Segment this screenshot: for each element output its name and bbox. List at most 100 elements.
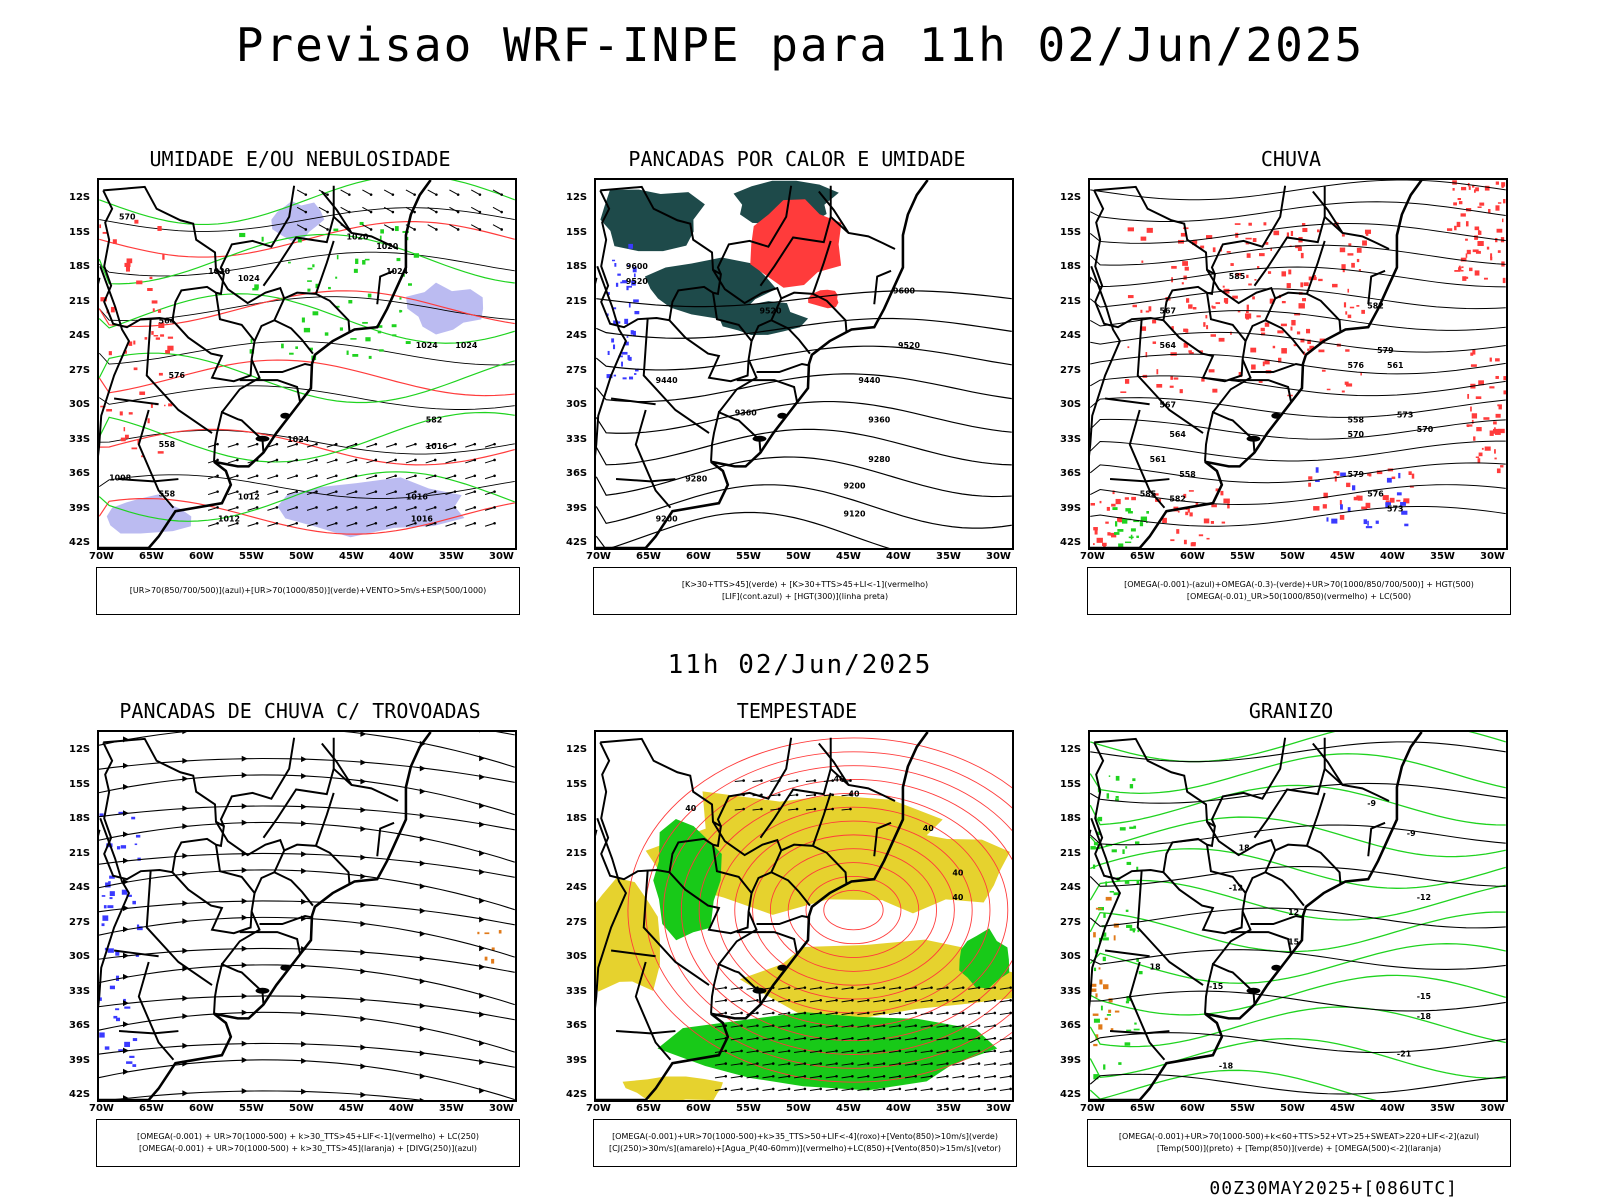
- lifted-index-contour: [633, 273, 636, 278]
- omega-area: [1136, 535, 1139, 539]
- rain-area: [1302, 298, 1307, 302]
- divergence-area: [131, 816, 136, 820]
- wind-vector: [936, 1050, 948, 1054]
- wind-vector: [493, 474, 496, 478]
- political-border: [830, 216, 896, 250]
- temp850-patch: [1125, 846, 1128, 849]
- rain-area: [1096, 537, 1103, 543]
- lifted-index-contour: [627, 264, 630, 267]
- rain-area: [1211, 504, 1217, 508]
- lifted-index-contour: [621, 361, 623, 367]
- rain-area: [1232, 295, 1238, 299]
- omega-area: [1396, 492, 1402, 496]
- longitude-tick-label: 65W: [139, 551, 164, 562]
- wind-vector: [999, 1050, 1011, 1054]
- wind-vector: [794, 1025, 805, 1028]
- rain-area: [1321, 369, 1326, 372]
- political-border: [1367, 269, 1386, 305]
- latitude-tick-label: 42S: [566, 537, 588, 548]
- wind-vector: [999, 1037, 1011, 1041]
- wind-vector: [809, 1088, 821, 1091]
- wind-vector: [287, 443, 297, 448]
- rain-area: [1103, 544, 1106, 548]
- streamline-arrow: [301, 756, 307, 763]
- wind-vector: [977, 1062, 981, 1065]
- humidity-patch: [149, 276, 153, 280]
- latitude-tick-label: 27S: [1060, 364, 1082, 376]
- lifted-index-contour: [613, 374, 617, 377]
- wind-vector: [227, 506, 238, 511]
- wind-vector: [866, 1024, 870, 1027]
- streamline: [99, 1011, 515, 1053]
- wind-vector: [778, 1088, 790, 1091]
- wind-vector: [778, 987, 790, 990]
- wind-vector: [207, 475, 218, 480]
- wind-vector: [756, 998, 759, 1002]
- streamline: [99, 869, 515, 911]
- geopotential-line: [1090, 288, 1506, 310]
- wind-vector: [771, 1011, 775, 1015]
- humidity-patch: [399, 310, 403, 313]
- wind-vector: [354, 442, 358, 446]
- wind-vector: [742, 807, 745, 811]
- political-border: [1206, 821, 1277, 894]
- divergence-area: [134, 843, 138, 846]
- rain-area: [1477, 230, 1481, 235]
- wind-vector: [734, 780, 744, 782]
- lifted-index-contour: [628, 302, 631, 308]
- rain-area: [1296, 331, 1301, 335]
- rain-area: [1472, 349, 1476, 355]
- latitude-tick-label: 18S: [1060, 813, 1082, 824]
- humidity-patch: [307, 280, 312, 282]
- wind-vector: [851, 986, 854, 989]
- rain-area: [1495, 181, 1500, 185]
- wind-vector: [306, 506, 317, 511]
- streamline-arrow: [241, 962, 248, 969]
- streamline-arrow: [419, 835, 426, 842]
- rain-area: [1345, 311, 1348, 315]
- political-border: [1093, 185, 1216, 329]
- lake: [1246, 987, 1261, 994]
- wind-vector: [295, 521, 298, 525]
- wind-vector: [904, 987, 916, 990]
- wind-vector: [936, 1088, 948, 1091]
- wind-vector: [714, 1063, 726, 1066]
- political-border: [102, 185, 225, 329]
- rain-area: [1272, 345, 1276, 349]
- rain-area: [1189, 512, 1193, 517]
- streamline-arrow: [241, 898, 248, 905]
- divergence-area: [124, 1041, 131, 1047]
- contour-label: 40: [685, 804, 697, 813]
- streamline-arrow: [182, 852, 189, 859]
- wind-vector: [866, 1062, 870, 1065]
- wind-vector: [835, 1087, 838, 1091]
- streamline: [99, 900, 515, 926]
- wind-vector: [849, 807, 852, 811]
- political-border: [273, 871, 314, 907]
- rain-area: [1367, 473, 1370, 476]
- wind-vector: [714, 1088, 726, 1091]
- streamline-arrow: [123, 905, 129, 912]
- lifted-index-contour: [632, 330, 636, 336]
- streamline-arrow: [182, 918, 189, 925]
- rain-area: [1326, 388, 1331, 391]
- rain-area: [1156, 383, 1163, 388]
- political-border: [1305, 792, 1326, 847]
- streamline-arrow: [241, 803, 248, 810]
- wind-vector: [1009, 1087, 1012, 1091]
- latitude-tick-label: 42S: [69, 1089, 91, 1100]
- omega-area: [1112, 507, 1118, 511]
- political-border: [113, 397, 159, 406]
- streamline-arrow: [182, 1090, 189, 1097]
- wind-vector: [752, 808, 762, 811]
- streamline-arrow: [301, 1057, 307, 1064]
- wind-vector: [809, 1037, 821, 1041]
- omega500-area: [1105, 896, 1112, 901]
- wind-vector: [825, 987, 837, 990]
- rain-area: [1112, 490, 1115, 495]
- wind-vector: [914, 1087, 917, 1091]
- longitude-tick-label: 60W: [189, 551, 214, 562]
- geopotential-line: [596, 345, 1012, 371]
- omega-area: [1385, 505, 1389, 508]
- humidity-patch: [303, 327, 311, 333]
